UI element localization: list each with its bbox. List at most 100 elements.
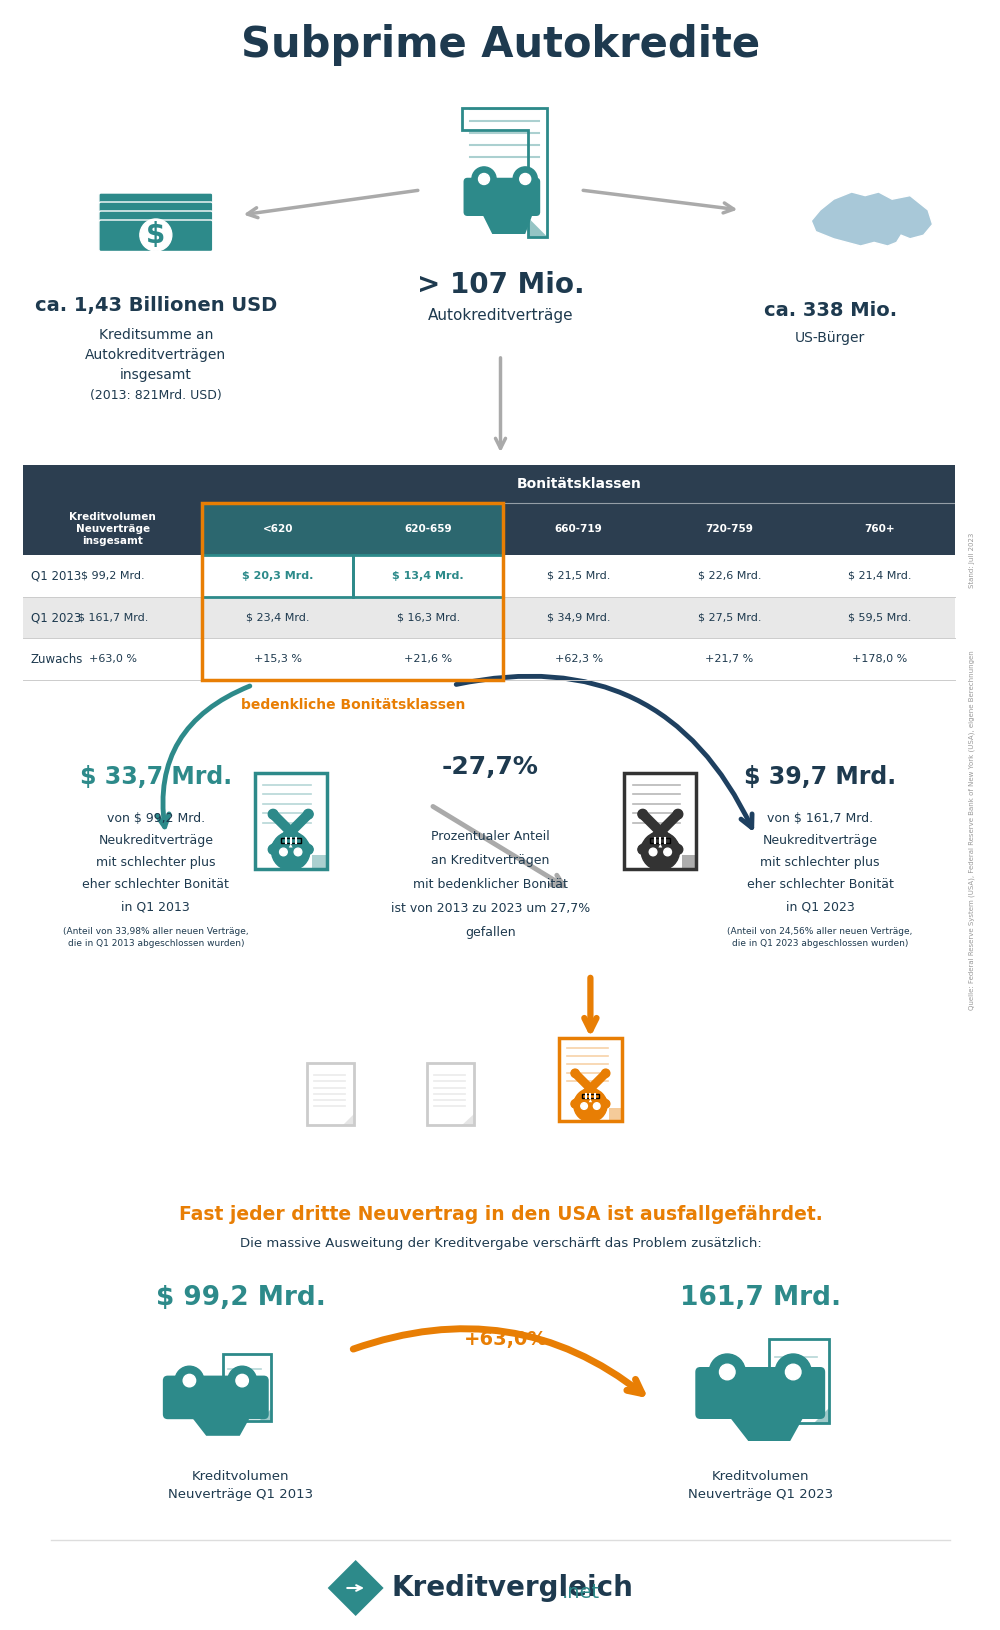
Text: Kreditvolumen
Neuverträge Q1 2013: Kreditvolumen Neuverträge Q1 2013 <box>168 1470 313 1501</box>
FancyBboxPatch shape <box>255 773 327 869</box>
Text: $: $ <box>146 222 165 249</box>
Text: .net: .net <box>561 1583 600 1602</box>
Polygon shape <box>811 192 933 246</box>
Text: ca. 338 Mio.: ca. 338 Mio. <box>764 300 897 319</box>
Text: 720-759: 720-759 <box>705 523 753 535</box>
Circle shape <box>602 1069 610 1077</box>
FancyBboxPatch shape <box>624 773 696 869</box>
Text: Kreditsumme an: Kreditsumme an <box>99 328 213 342</box>
Text: > 107 Mio.: > 107 Mio. <box>417 271 584 298</box>
Polygon shape <box>462 108 547 236</box>
Text: $ 21,5 Mrd.: $ 21,5 Mrd. <box>547 570 610 580</box>
Text: Zuwachs: Zuwachs <box>31 652 83 665</box>
FancyBboxPatch shape <box>99 202 213 233</box>
Text: $ 21,4 Mrd.: $ 21,4 Mrd. <box>848 570 912 580</box>
Polygon shape <box>481 212 533 235</box>
Text: +63,0%: +63,0% <box>464 1330 547 1350</box>
FancyBboxPatch shape <box>23 554 955 597</box>
Circle shape <box>268 810 278 818</box>
FancyBboxPatch shape <box>202 504 353 554</box>
FancyBboxPatch shape <box>99 210 213 243</box>
Text: Kreditvergleich: Kreditvergleich <box>392 1575 633 1602</box>
Text: mit schlechter plus: mit schlechter plus <box>760 856 880 869</box>
Text: mit bedenklicher Bonität: mit bedenklicher Bonität <box>413 879 568 892</box>
Text: Q1 2013: Q1 2013 <box>31 569 81 582</box>
FancyBboxPatch shape <box>559 1038 622 1121</box>
Text: -27,7%: -27,7% <box>442 755 539 779</box>
Circle shape <box>280 848 287 856</box>
Circle shape <box>472 166 496 191</box>
Circle shape <box>520 173 531 184</box>
Text: bedenkliche Bonitätsklassen: bedenkliche Bonitätsklassen <box>241 698 465 712</box>
Text: eher schlechter Bonität: eher schlechter Bonität <box>82 879 229 892</box>
Text: 760+: 760+ <box>864 523 895 535</box>
FancyBboxPatch shape <box>353 504 503 554</box>
FancyBboxPatch shape <box>99 220 213 251</box>
Circle shape <box>709 1355 745 1390</box>
Circle shape <box>228 1366 257 1395</box>
Text: ist von 2013 zu 2023 um 27,7%: ist von 2013 zu 2023 um 27,7% <box>391 901 590 914</box>
Text: Bonitätsklassen: Bonitätsklassen <box>516 478 641 491</box>
FancyBboxPatch shape <box>307 1063 354 1125</box>
Circle shape <box>236 1374 248 1387</box>
Text: Kreditvolumen
Neuverträge Q1 2023: Kreditvolumen Neuverträge Q1 2023 <box>688 1470 833 1501</box>
Polygon shape <box>658 844 662 848</box>
Text: (Anteil von 33,98% aller neuen Verträge,
die in Q1 2013 abgeschlossen wurden): (Anteil von 33,98% aller neuen Verträge,… <box>63 927 249 947</box>
Circle shape <box>719 1364 735 1381</box>
Text: $ 99,2 Mrd.: $ 99,2 Mrd. <box>81 570 145 580</box>
Polygon shape <box>528 217 547 236</box>
Text: (Anteil von 24,56% aller neuen Verträge,
die in Q1 2023 abgeschlossen wurden): (Anteil von 24,56% aller neuen Verträge,… <box>727 927 913 947</box>
Circle shape <box>479 173 490 184</box>
FancyBboxPatch shape <box>427 1063 474 1125</box>
Circle shape <box>775 1355 811 1390</box>
Polygon shape <box>312 854 327 869</box>
Polygon shape <box>682 854 696 869</box>
FancyBboxPatch shape <box>582 1094 599 1099</box>
Text: $ 23,4 Mrd.: $ 23,4 Mrd. <box>246 613 309 623</box>
FancyBboxPatch shape <box>23 597 955 639</box>
FancyBboxPatch shape <box>163 1376 269 1420</box>
Text: von $ 99,2 Mrd.: von $ 99,2 Mrd. <box>107 812 205 825</box>
Circle shape <box>574 1089 607 1121</box>
FancyBboxPatch shape <box>769 1338 829 1423</box>
Polygon shape <box>589 1099 592 1102</box>
Circle shape <box>641 831 680 870</box>
Polygon shape <box>343 1113 354 1125</box>
Circle shape <box>638 810 648 818</box>
Text: Fast jeder dritte Neuvertrag in den USA ist ausfallgefährdet.: Fast jeder dritte Neuvertrag in den USA … <box>179 1205 822 1224</box>
Polygon shape <box>259 1410 271 1421</box>
Text: Kreditvolumen
Neuverträge
insgesamt: Kreditvolumen Neuverträge insgesamt <box>69 512 156 546</box>
Text: Prozentualer Anteil: Prozentualer Anteil <box>431 830 550 843</box>
Text: $ 22,6 Mrd.: $ 22,6 Mrd. <box>698 570 761 580</box>
Text: $ 20,3 Mrd.: $ 20,3 Mrd. <box>242 570 313 580</box>
Text: Die massive Ausweitung der Kreditvergabe verschärft das Problem zusätzlich:: Die massive Ausweitung der Kreditvergabe… <box>240 1237 761 1250</box>
Text: +62,3 %: +62,3 % <box>555 654 603 663</box>
Circle shape <box>649 848 657 856</box>
Text: +178,0 %: +178,0 % <box>852 654 907 663</box>
Text: 660-719: 660-719 <box>555 523 603 535</box>
FancyBboxPatch shape <box>281 838 301 843</box>
Polygon shape <box>609 1108 622 1121</box>
Circle shape <box>272 831 310 870</box>
Text: mit schlechter plus: mit schlechter plus <box>96 856 216 869</box>
Text: +21,7 %: +21,7 % <box>705 654 753 663</box>
Text: Autokreditverträge: Autokreditverträge <box>428 308 573 323</box>
Circle shape <box>638 844 648 854</box>
Text: Quelle: Federal Reserve System (USA), Federal Reserve Bank of New York (USA), ei: Quelle: Federal Reserve System (USA), Fe… <box>969 650 975 1011</box>
Text: +63,0 %: +63,0 % <box>89 654 137 663</box>
Circle shape <box>673 810 683 818</box>
Text: Neukreditverträge: Neukreditverträge <box>98 835 213 848</box>
Circle shape <box>175 1366 204 1395</box>
Circle shape <box>571 1100 579 1108</box>
Text: 620-659: 620-659 <box>404 523 452 535</box>
Circle shape <box>593 1104 600 1110</box>
Text: $ 59,5 Mrd.: $ 59,5 Mrd. <box>848 613 911 623</box>
Text: ca. 1,43 Billionen USD: ca. 1,43 Billionen USD <box>35 295 277 315</box>
Text: in Q1 2013: in Q1 2013 <box>121 900 190 913</box>
Text: $ 99,2 Mrd.: $ 99,2 Mrd. <box>156 1284 326 1311</box>
Circle shape <box>304 844 313 854</box>
Text: von $ 161,7 Mrd.: von $ 161,7 Mrd. <box>767 812 873 825</box>
Circle shape <box>183 1374 196 1387</box>
Text: 161,7 Mrd.: 161,7 Mrd. <box>680 1284 841 1311</box>
Circle shape <box>581 1104 587 1110</box>
